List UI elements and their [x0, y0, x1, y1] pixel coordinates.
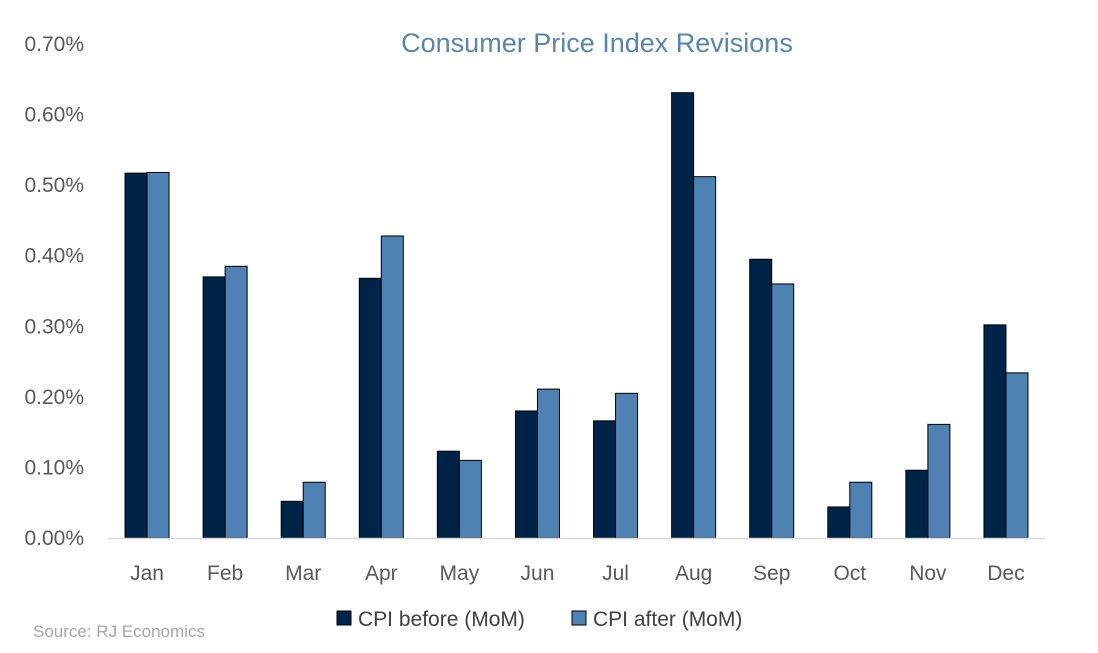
legend-swatch: [336, 610, 352, 626]
bar-after-nov: [927, 423, 951, 539]
bar-after-jul: [615, 392, 639, 539]
legend-label: CPI before (MoM): [358, 608, 525, 631]
bar-before-feb: [202, 276, 226, 539]
y-axis: 0.00% 0.10% 0.20% 0.30% 0.40% 0.50% 0.60% 0.70%: [24, 33, 84, 550]
x-tick-label: Sep: [753, 562, 790, 585]
bar-before-jun: [514, 410, 538, 539]
bar-before-may: [436, 450, 460, 539]
legend-label: CPI after (MoM): [593, 608, 742, 631]
bar-after-jan: [146, 171, 170, 539]
bar-after-mar: [302, 481, 326, 539]
bar-before-mar: [280, 500, 304, 539]
chart-title: Consumer Price Index Revisions: [401, 28, 793, 58]
x-tick-label: Jan: [130, 562, 164, 585]
bar-group-sep: [749, 258, 795, 539]
x-tick-label: Feb: [207, 562, 243, 585]
bar-before-dec: [983, 324, 1007, 539]
source-note: Source: RJ Economics: [33, 622, 205, 641]
bar-group-mar: [280, 481, 326, 539]
y-tick-label: 0.40%: [24, 245, 84, 268]
bar-before-oct: [827, 506, 851, 539]
x-tick-label: May: [440, 562, 480, 585]
y-tick-label: 0.10%: [24, 456, 84, 479]
y-tick-label: 0.70%: [24, 33, 84, 56]
bar-group-jun: [514, 388, 560, 539]
bar-group-aug: [671, 92, 717, 539]
bar-after-jun: [536, 388, 560, 539]
x-tick-label: Apr: [365, 562, 398, 585]
bar-after-aug: [693, 176, 717, 539]
bar-group-dec: [983, 324, 1029, 539]
x-tick-label: Dec: [987, 562, 1024, 585]
y-tick-label: 0.50%: [24, 174, 84, 197]
bar-after-feb: [224, 265, 248, 539]
bars: [124, 92, 1029, 539]
bar-after-apr: [380, 235, 404, 539]
y-tick-label: 0.00%: [24, 527, 84, 550]
legend-swatch: [571, 610, 587, 626]
x-tick-label: Oct: [833, 562, 866, 585]
x-tick-label: Aug: [675, 562, 712, 585]
bar-group-jan: [124, 171, 170, 539]
bar-before-apr: [358, 277, 382, 539]
bar-after-oct: [849, 481, 873, 539]
bar-group-feb: [202, 265, 248, 539]
x-axis: Jan Feb Mar Apr May Jun Jul Aug Sep Oct Nov Dec: [130, 562, 1025, 585]
y-tick-label: 0.30%: [24, 315, 84, 338]
bar-before-nov: [905, 469, 929, 539]
y-tick-label: 0.20%: [24, 386, 84, 409]
bar-group-may: [436, 450, 482, 539]
y-tick-label: 0.60%: [24, 104, 84, 127]
bar-before-jul: [593, 420, 617, 539]
bar-before-sep: [749, 258, 773, 539]
bar-group-oct: [827, 481, 873, 539]
x-tick-label: Mar: [285, 562, 321, 585]
bar-before-jan: [124, 172, 148, 539]
bar-group-nov: [905, 423, 951, 539]
bar-after-sep: [771, 283, 795, 539]
bar-group-jul: [593, 392, 639, 539]
legend-item-before: CPI before (MoM): [336, 608, 525, 631]
x-tick-label: Jun: [521, 562, 555, 585]
bar-before-aug: [671, 92, 695, 539]
x-tick-label: Nov: [909, 562, 947, 585]
legend: CPI before (MoM) CPI after (MoM): [336, 608, 742, 631]
bar-after-may: [458, 459, 482, 539]
x-tick-label: Jul: [602, 562, 629, 585]
legend-item-after: CPI after (MoM): [571, 608, 742, 631]
bar-after-dec: [1005, 372, 1029, 539]
bar-group-apr: [358, 235, 404, 539]
